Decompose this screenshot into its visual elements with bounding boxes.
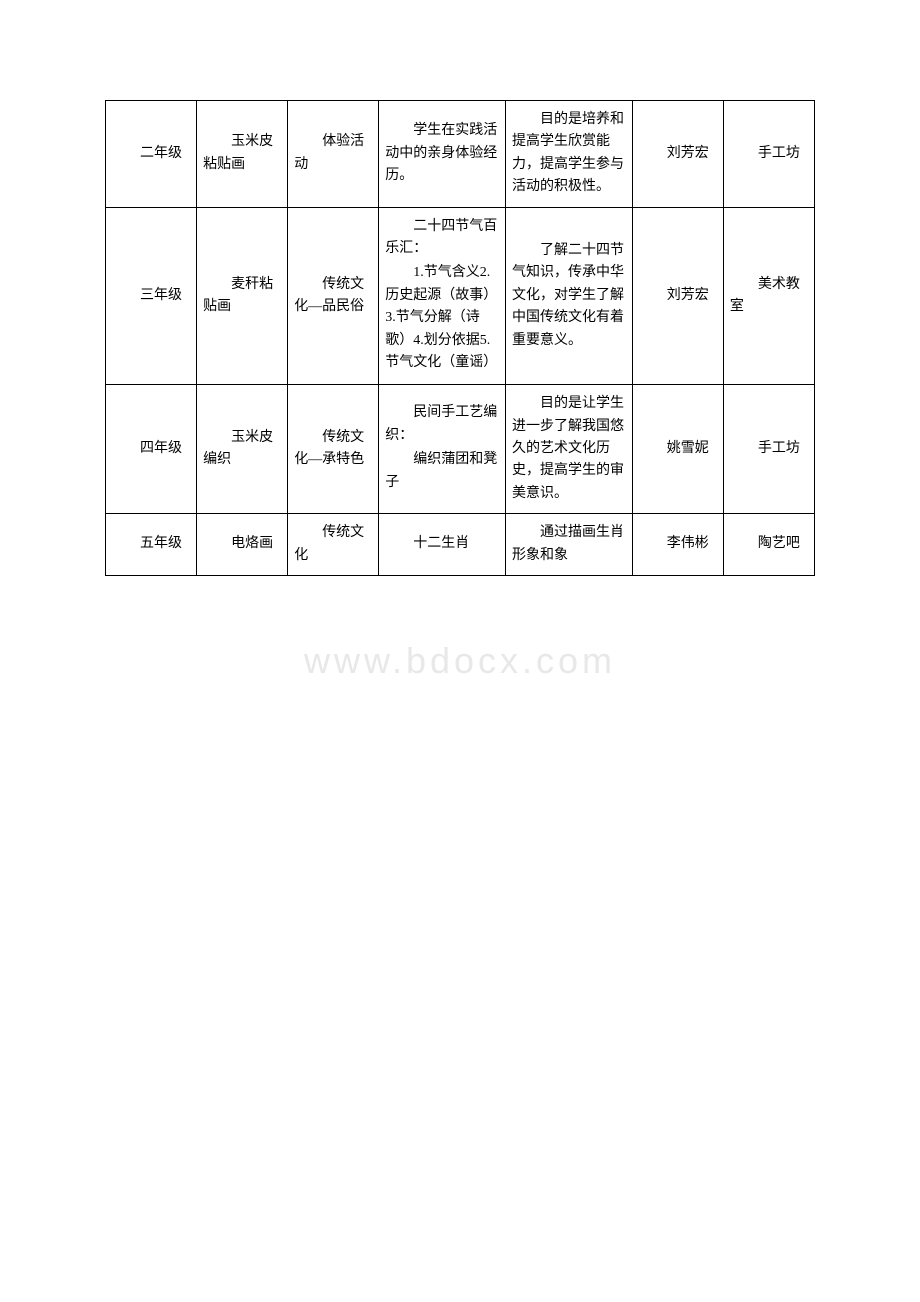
cell-teacher: 姚雪妮 bbox=[632, 385, 723, 514]
cell-category: 体验活动 bbox=[288, 101, 379, 208]
cell-purpose: 目的是培养和提高学生欣赏能力，提高学生参与活动的积极性。 bbox=[506, 101, 633, 208]
cell-place: 手工坊 bbox=[723, 101, 814, 208]
cell-grade: 四年级 bbox=[106, 385, 197, 514]
cell-project: 麦秆粘贴画 bbox=[197, 207, 288, 385]
cell-teacher: 刘芳宏 bbox=[632, 207, 723, 385]
cell-content: 十二生肖 bbox=[379, 514, 506, 576]
table-row: 五年级 电烙画 传统文化 十二生肖 通过描画生肖形象和象 李伟彬 陶艺吧 bbox=[106, 514, 815, 576]
cell-place: 陶艺吧 bbox=[723, 514, 814, 576]
cell-place: 美术教室 bbox=[723, 207, 814, 385]
cell-purpose: 了解二十四节气知识，传承中华文化，对学生了解中国传统文化有着重要意义。 bbox=[506, 207, 633, 385]
cell-category: 传统文化—品民俗 bbox=[288, 207, 379, 385]
cell-content: 学生在实践活动中的亲身体验经历。 bbox=[379, 101, 506, 208]
curriculum-table: 二年级 玉米皮粘贴画 体验活动 学生在实践活动中的亲身体验经历。 目的是培养和提… bbox=[105, 100, 815, 576]
table-row: 二年级 玉米皮粘贴画 体验活动 学生在实践活动中的亲身体验经历。 目的是培养和提… bbox=[106, 101, 815, 208]
cell-content: 二十四节气百乐汇： 1.节气含义2.历史起源（故事）3.节气分解（诗歌）4.划分… bbox=[379, 207, 506, 385]
cell-teacher: 李伟彬 bbox=[632, 514, 723, 576]
cell-project: 玉米皮编织 bbox=[197, 385, 288, 514]
watermark-text: www.bdocx.com bbox=[304, 640, 616, 682]
table-row: 三年级 麦秆粘贴画 传统文化—品民俗 二十四节气百乐汇： 1.节气含义2.历史起… bbox=[106, 207, 815, 385]
cell-content: 民间手工艺编织： 编织蒲团和凳子 bbox=[379, 385, 506, 514]
table-row: 四年级 玉米皮编织 传统文化—承特色 民间手工艺编织： 编织蒲团和凳子 目的是让… bbox=[106, 385, 815, 514]
cell-grade: 三年级 bbox=[106, 207, 197, 385]
cell-teacher: 刘芳宏 bbox=[632, 101, 723, 208]
cell-place: 手工坊 bbox=[723, 385, 814, 514]
cell-purpose: 目的是让学生进一步了解我国悠久的艺术文化历史，提高学生的审美意识。 bbox=[506, 385, 633, 514]
cell-project: 电烙画 bbox=[197, 514, 288, 576]
cell-category: 传统文化—承特色 bbox=[288, 385, 379, 514]
cell-grade: 二年级 bbox=[106, 101, 197, 208]
cell-category: 传统文化 bbox=[288, 514, 379, 576]
cell-purpose: 通过描画生肖形象和象 bbox=[506, 514, 633, 576]
cell-grade: 五年级 bbox=[106, 514, 197, 576]
cell-project: 玉米皮粘贴画 bbox=[197, 101, 288, 208]
